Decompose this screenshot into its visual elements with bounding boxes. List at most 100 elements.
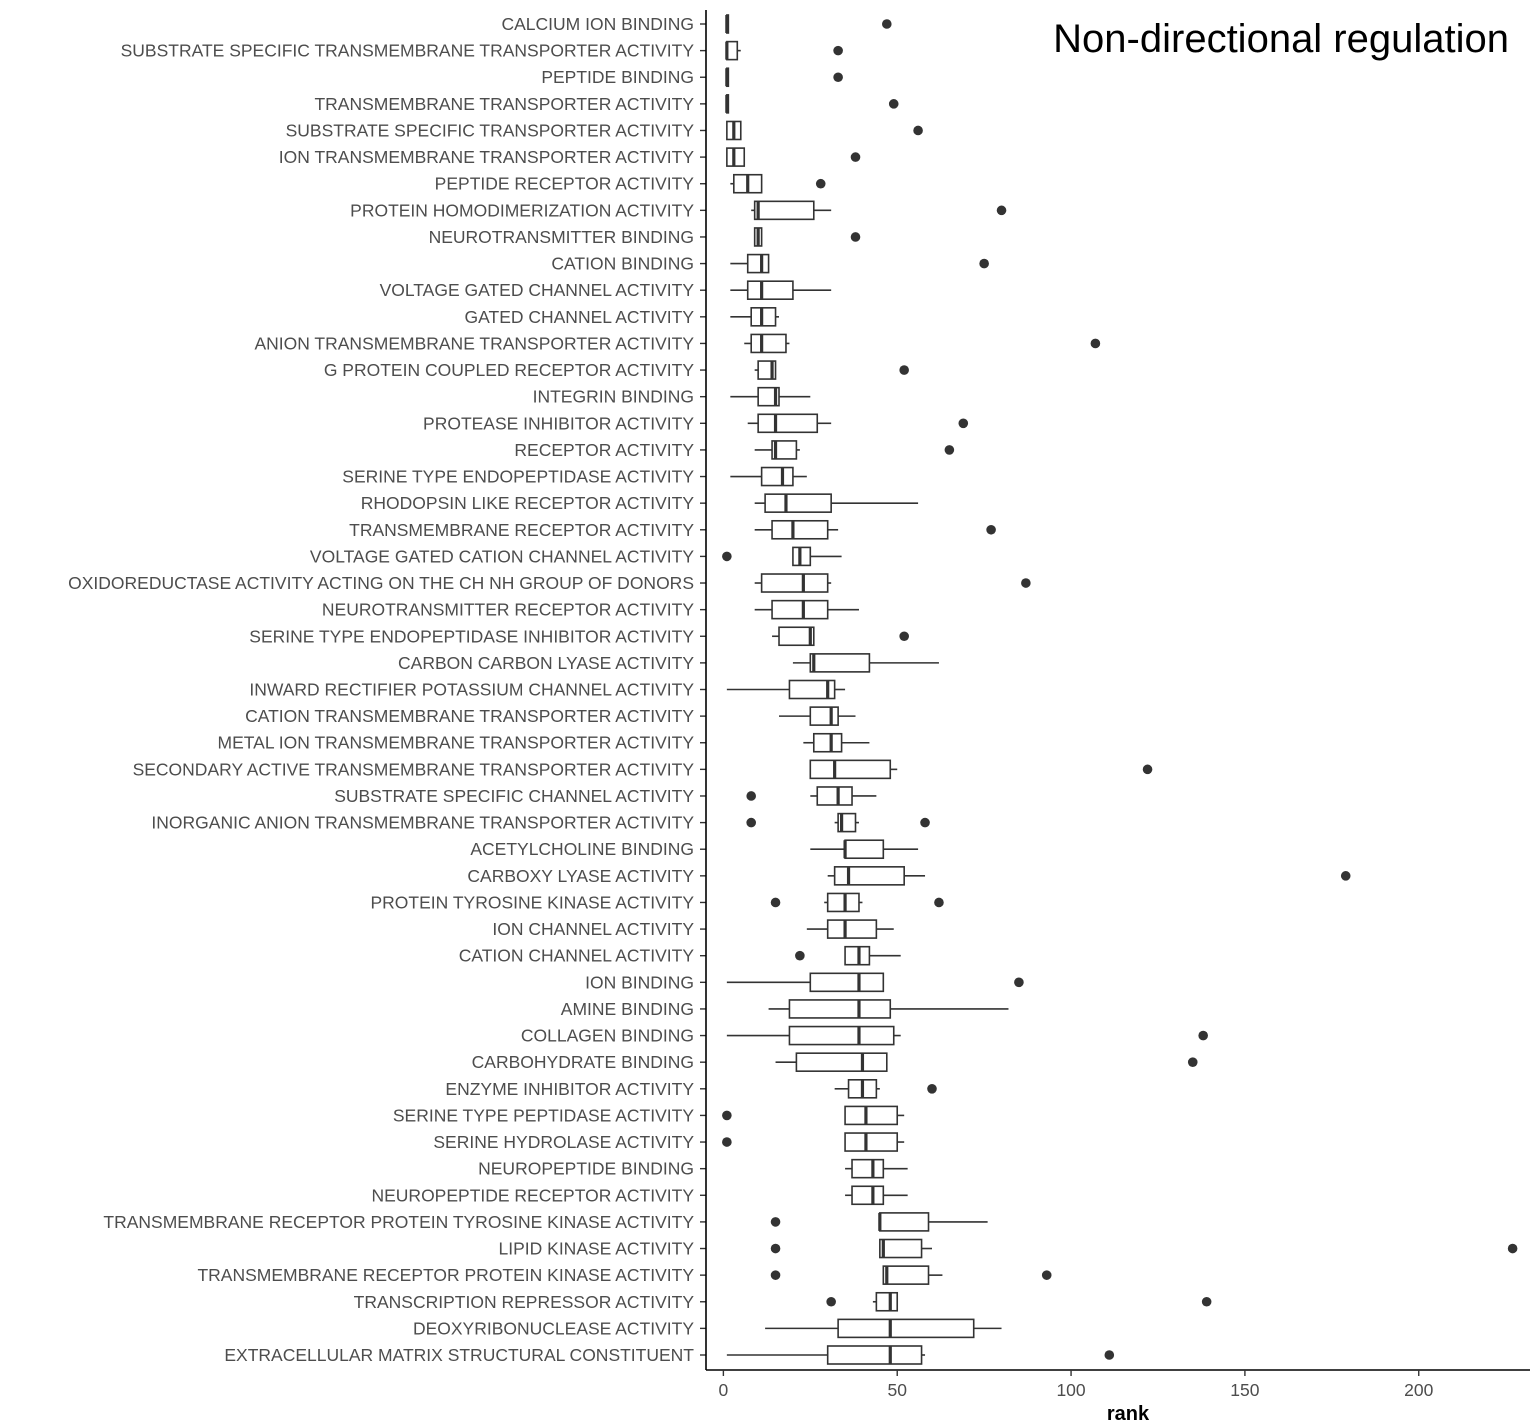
- outlier-point: [833, 72, 843, 83]
- outlier-point: [1507, 1243, 1518, 1254]
- category-label: DEOXYRIBONUCLEASE ACTIVITY: [413, 1318, 694, 1338]
- box-iqr: [809, 759, 892, 780]
- box-iqr: [809, 706, 839, 726]
- category-label: PEPTIDE RECEPTOR ACTIVITY: [435, 174, 695, 194]
- box-iqr: [879, 1212, 930, 1232]
- category-label: GATED CHANNEL ACTIVITY: [465, 307, 695, 327]
- x-tick-label: 150: [1230, 1380, 1259, 1400]
- category-label: SUBSTRATE SPECIFIC CHANNEL ACTIVITY: [334, 786, 694, 806]
- category-label: PROTEASE INHIBITOR ACTIVITY: [423, 413, 694, 433]
- category-label: SECONDARY ACTIVE TRANSMEMBRANE TRANSPORT…: [133, 759, 695, 779]
- box-iqr: [760, 573, 829, 593]
- box-15: [747, 413, 832, 434]
- box-47: [882, 1265, 943, 1285]
- box-44: [845, 1185, 908, 1206]
- category-label: NEUROPEPTIDE BINDING: [478, 1159, 694, 1179]
- box-iqr: [757, 413, 819, 434]
- box-iqr: [760, 466, 794, 487]
- box-0: [725, 14, 730, 34]
- outlier-point: [826, 1296, 836, 1307]
- outlier-point: [996, 205, 1007, 216]
- box-4: [726, 120, 742, 141]
- outlier-point: [850, 152, 861, 162]
- category-label: ENZYME INHIBITOR ACTIVITY: [445, 1079, 694, 1099]
- box-12: [744, 333, 790, 354]
- category-label: ION CHANNEL ACTIVITY: [492, 919, 694, 939]
- category-label: TRANSMEMBRANE RECEPTOR PROTEIN TYROSINE …: [103, 1212, 694, 1232]
- outlier-point: [920, 817, 930, 828]
- outlier-point: [881, 19, 892, 29]
- category-label: SERINE TYPE ENDOPEPTIDASE INHIBITOR ACTI…: [249, 626, 694, 646]
- outlier-point: [899, 631, 909, 642]
- outlier-point: [1014, 977, 1024, 988]
- box-iqr: [792, 546, 812, 567]
- box-iqr: [816, 786, 853, 806]
- box-35: [844, 945, 901, 966]
- outlier-point: [770, 1217, 781, 1227]
- category-label: VOLTAGE GATED CATION CHANNEL ACTIVITY: [310, 546, 694, 566]
- box-1: [725, 40, 741, 61]
- box-32: [827, 866, 926, 886]
- x-axis-ticks: 0 50 100 150 200: [719, 1370, 1434, 1400]
- category-label: CATION CHANNEL ACTIVITY: [459, 946, 695, 966]
- box-30: [834, 812, 859, 833]
- box-iqr: [879, 1238, 923, 1259]
- chart-title: Non-directional regulation: [1053, 17, 1509, 61]
- box-49: [765, 1318, 1002, 1339]
- category-label: PROTEIN HOMODIMERIZATION ACTIVITY: [350, 200, 694, 220]
- box-iqr: [875, 1291, 899, 1312]
- category-label: ION TRANSMEMBRANE TRANSPORTER ACTIVITY: [279, 147, 695, 167]
- outlier-point: [1104, 1350, 1115, 1360]
- box-iqr: [844, 945, 871, 966]
- category-label: INWARD RECTIFIER POTASSIUM CHANNEL ACTIV…: [249, 680, 694, 700]
- outlier-point: [1021, 578, 1031, 588]
- outlier-point: [722, 1137, 732, 1147]
- outlier-point: [979, 258, 989, 269]
- outlier-point: [927, 1084, 937, 1094]
- box-iqr: [837, 1318, 975, 1339]
- x-axis-title: rank: [1107, 1403, 1150, 1424]
- box-iqr: [726, 147, 746, 167]
- box-iqr: [851, 1185, 885, 1206]
- box-5: [726, 147, 746, 167]
- outlier-point: [746, 791, 756, 801]
- boxes: [725, 14, 1009, 1365]
- outlier-point: [770, 897, 781, 908]
- y-axis-ticks: [700, 23, 706, 1356]
- box-41: [844, 1105, 905, 1126]
- category-label: ACETYLCHOLINE BINDING: [470, 839, 694, 859]
- box-23: [772, 626, 815, 647]
- category-label: CARBOXY LYASE ACTIVITY: [467, 866, 694, 886]
- outlier-point: [770, 1243, 781, 1254]
- box-iqr: [788, 999, 892, 1019]
- box-22: [754, 599, 859, 620]
- box-iqr: [778, 626, 815, 647]
- box-iqr: [795, 1052, 888, 1072]
- outlier-point: [1340, 871, 1351, 881]
- category-label: ION BINDING: [585, 972, 694, 992]
- category-label: TRANSMEMBRANE RECEPTOR PROTEIN KINASE AC…: [197, 1265, 694, 1285]
- box-iqr: [812, 732, 843, 753]
- category-label: CATION TRANSMEMBRANE TRANSPORTER ACTIVIT…: [245, 706, 694, 726]
- category-label: SUBSTRATE SPECIFIC TRANSPORTER ACTIVITY: [286, 120, 695, 140]
- outlier-point: [888, 99, 899, 109]
- category-label: INTEGRIN BINDING: [533, 387, 694, 407]
- category-label: PEPTIDE BINDING: [541, 67, 694, 87]
- box-17: [730, 466, 807, 487]
- category-label: INORGANIC ANION TRANSMEMBRANE TRANSPORTE…: [151, 813, 694, 833]
- x-tick-label: 100: [1056, 1380, 1085, 1400]
- outlier-point: [958, 418, 969, 429]
- box-iqr: [833, 866, 905, 886]
- box-iqr: [844, 1132, 899, 1152]
- box-36: [726, 972, 885, 993]
- box-iqr: [826, 919, 878, 939]
- category-label: RECEPTOR ACTIVITY: [514, 440, 694, 460]
- category-label: LIPID KINASE ACTIVITY: [499, 1239, 695, 1259]
- box-iqr: [826, 892, 860, 913]
- outlier-point: [1090, 338, 1101, 349]
- box-iqr: [764, 493, 832, 513]
- box-iqr: [771, 599, 829, 620]
- category-label: OXIDOREDUCTASE ACTIVITY ACTING ON THE CH…: [68, 573, 694, 593]
- category-label: NEUROTRANSMITTER BINDING: [429, 227, 694, 247]
- box-50: [726, 1345, 926, 1365]
